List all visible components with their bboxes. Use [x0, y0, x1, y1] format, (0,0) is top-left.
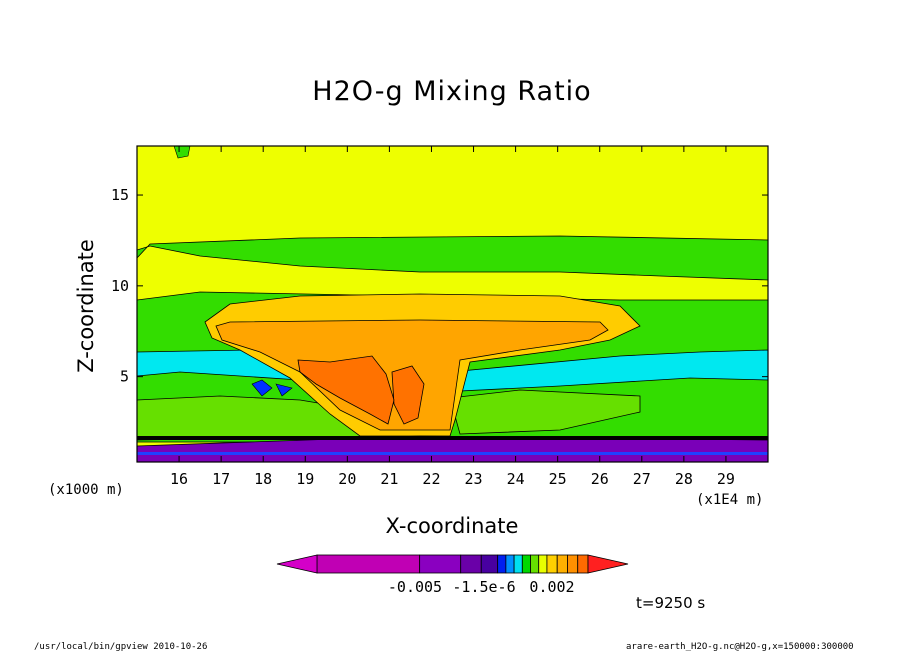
colorbar-swatch	[460, 554, 482, 574]
region-blue-patches	[251, 379, 293, 397]
y-axis-label: Z-coordinate	[74, 239, 98, 373]
colorbar-swatch	[497, 554, 507, 574]
colorbar-swatch	[480, 554, 499, 574]
colorbar-swatch	[556, 554, 568, 574]
contour-field	[137, 146, 768, 462]
plot-border	[136, 145, 769, 463]
x-tick-label: 26	[591, 470, 609, 488]
y-tick-label: 5	[120, 368, 129, 386]
time-label: t=9250 s	[636, 594, 706, 612]
colorbar-max-arrow	[587, 554, 629, 574]
colorbar-label: -1.5e-6	[452, 578, 515, 596]
colorbar-label: 0.002	[529, 578, 574, 596]
colorbar: -0.005 -1.5e-6 0.002	[276, 554, 629, 596]
colorbar-swatch	[567, 554, 579, 574]
chart-title: H2O-g Mixing Ratio	[312, 76, 592, 107]
blue-band	[137, 452, 768, 455]
footer-right: arare-earth_H2O-g.nc@H2O-g,x=150000:3000…	[626, 642, 854, 652]
colorbar-swatch	[530, 554, 540, 574]
x-unit-label: (x1000 m)	[48, 482, 124, 498]
colorbar-swatch	[513, 554, 523, 574]
y-axis: 5 10 15	[111, 186, 768, 386]
colorbar-label: -0.005	[388, 578, 442, 596]
footer-left: /usr/local/bin/gpview 2010-10-26	[34, 642, 208, 652]
x-tick-label: 20	[338, 470, 356, 488]
colorbar-swatch	[521, 554, 531, 574]
x-axis: 16 17 18 19 20 21 22 23 24 25 26 27 28 29	[170, 146, 735, 488]
region-red-orange-core	[297, 355, 425, 425]
x-tick-label: 19	[296, 470, 314, 488]
y-tick-label: 15	[111, 186, 129, 204]
colorbar-swatch	[316, 554, 421, 574]
x-tick-label: 22	[422, 470, 440, 488]
plot-frame	[136, 145, 769, 463]
x-tick-label: 17	[212, 470, 230, 488]
x-tick-label: 29	[717, 470, 735, 488]
x-tick-label: 16	[170, 470, 188, 488]
x-tick-label: 21	[380, 470, 398, 488]
colorbar-swatch	[505, 554, 515, 574]
x-tick-label: 27	[633, 470, 651, 488]
x-tick-label: 18	[254, 470, 272, 488]
x-axis-label: X-coordinate	[385, 514, 519, 538]
colorbar-swatch	[419, 554, 462, 574]
colorbar-swatch	[546, 554, 558, 574]
y-tick-label: 10	[111, 277, 129, 295]
x-tick-label: 28	[675, 470, 693, 488]
x-tick-label: 24	[507, 470, 525, 488]
colorbar-swatch	[577, 554, 589, 574]
x-scale-label: (x1E4 m)	[696, 492, 764, 508]
x-tick-label: 25	[549, 470, 567, 488]
colorbar-min-arrow	[276, 554, 318, 574]
x-tick-label: 23	[465, 470, 483, 488]
region-top-green-spot	[173, 146, 191, 159]
colorbar-swatch	[538, 554, 548, 574]
black-contour-band	[137, 436, 768, 440]
